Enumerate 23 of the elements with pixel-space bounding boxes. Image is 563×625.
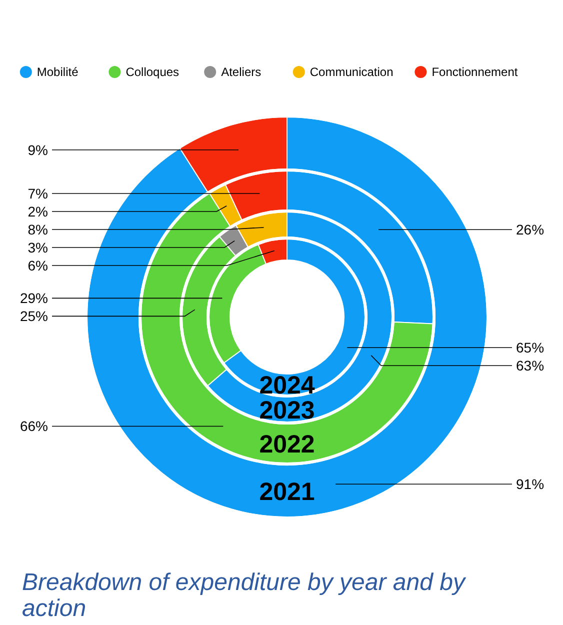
text: Breakdown of expenditure by year and by action xyxy=(22,569,467,622)
data-label: 9% xyxy=(28,142,48,158)
slice-label: 2021 xyxy=(259,478,315,506)
legend-label: Colloques xyxy=(126,65,180,79)
data-label: 7% xyxy=(28,185,48,202)
data-label: 65% xyxy=(516,340,544,356)
slice-label: 2023 xyxy=(259,396,315,424)
data-label: 6% xyxy=(28,257,48,274)
data-label: 91% xyxy=(516,476,544,492)
data-label: 25% xyxy=(20,308,48,324)
legend-label: Ateliers xyxy=(221,65,262,79)
data-label: 29% xyxy=(20,290,48,306)
data-label: 66% xyxy=(20,418,48,434)
data-label: 2% xyxy=(28,203,48,220)
data-label: 3% xyxy=(28,239,48,256)
legend-label: Fonctionnement xyxy=(432,65,518,79)
legend-label: Communication xyxy=(310,65,394,79)
slice-label: 2024 xyxy=(259,372,315,400)
legend-label: Mobilité xyxy=(36,65,79,79)
data-label: 8% xyxy=(28,221,48,238)
data-label: 26% xyxy=(516,222,544,238)
data-label: 63% xyxy=(516,358,544,374)
slice-label: 2022 xyxy=(259,430,315,458)
